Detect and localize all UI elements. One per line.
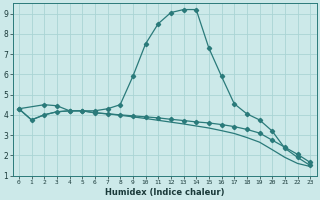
X-axis label: Humidex (Indice chaleur): Humidex (Indice chaleur): [105, 188, 224, 197]
